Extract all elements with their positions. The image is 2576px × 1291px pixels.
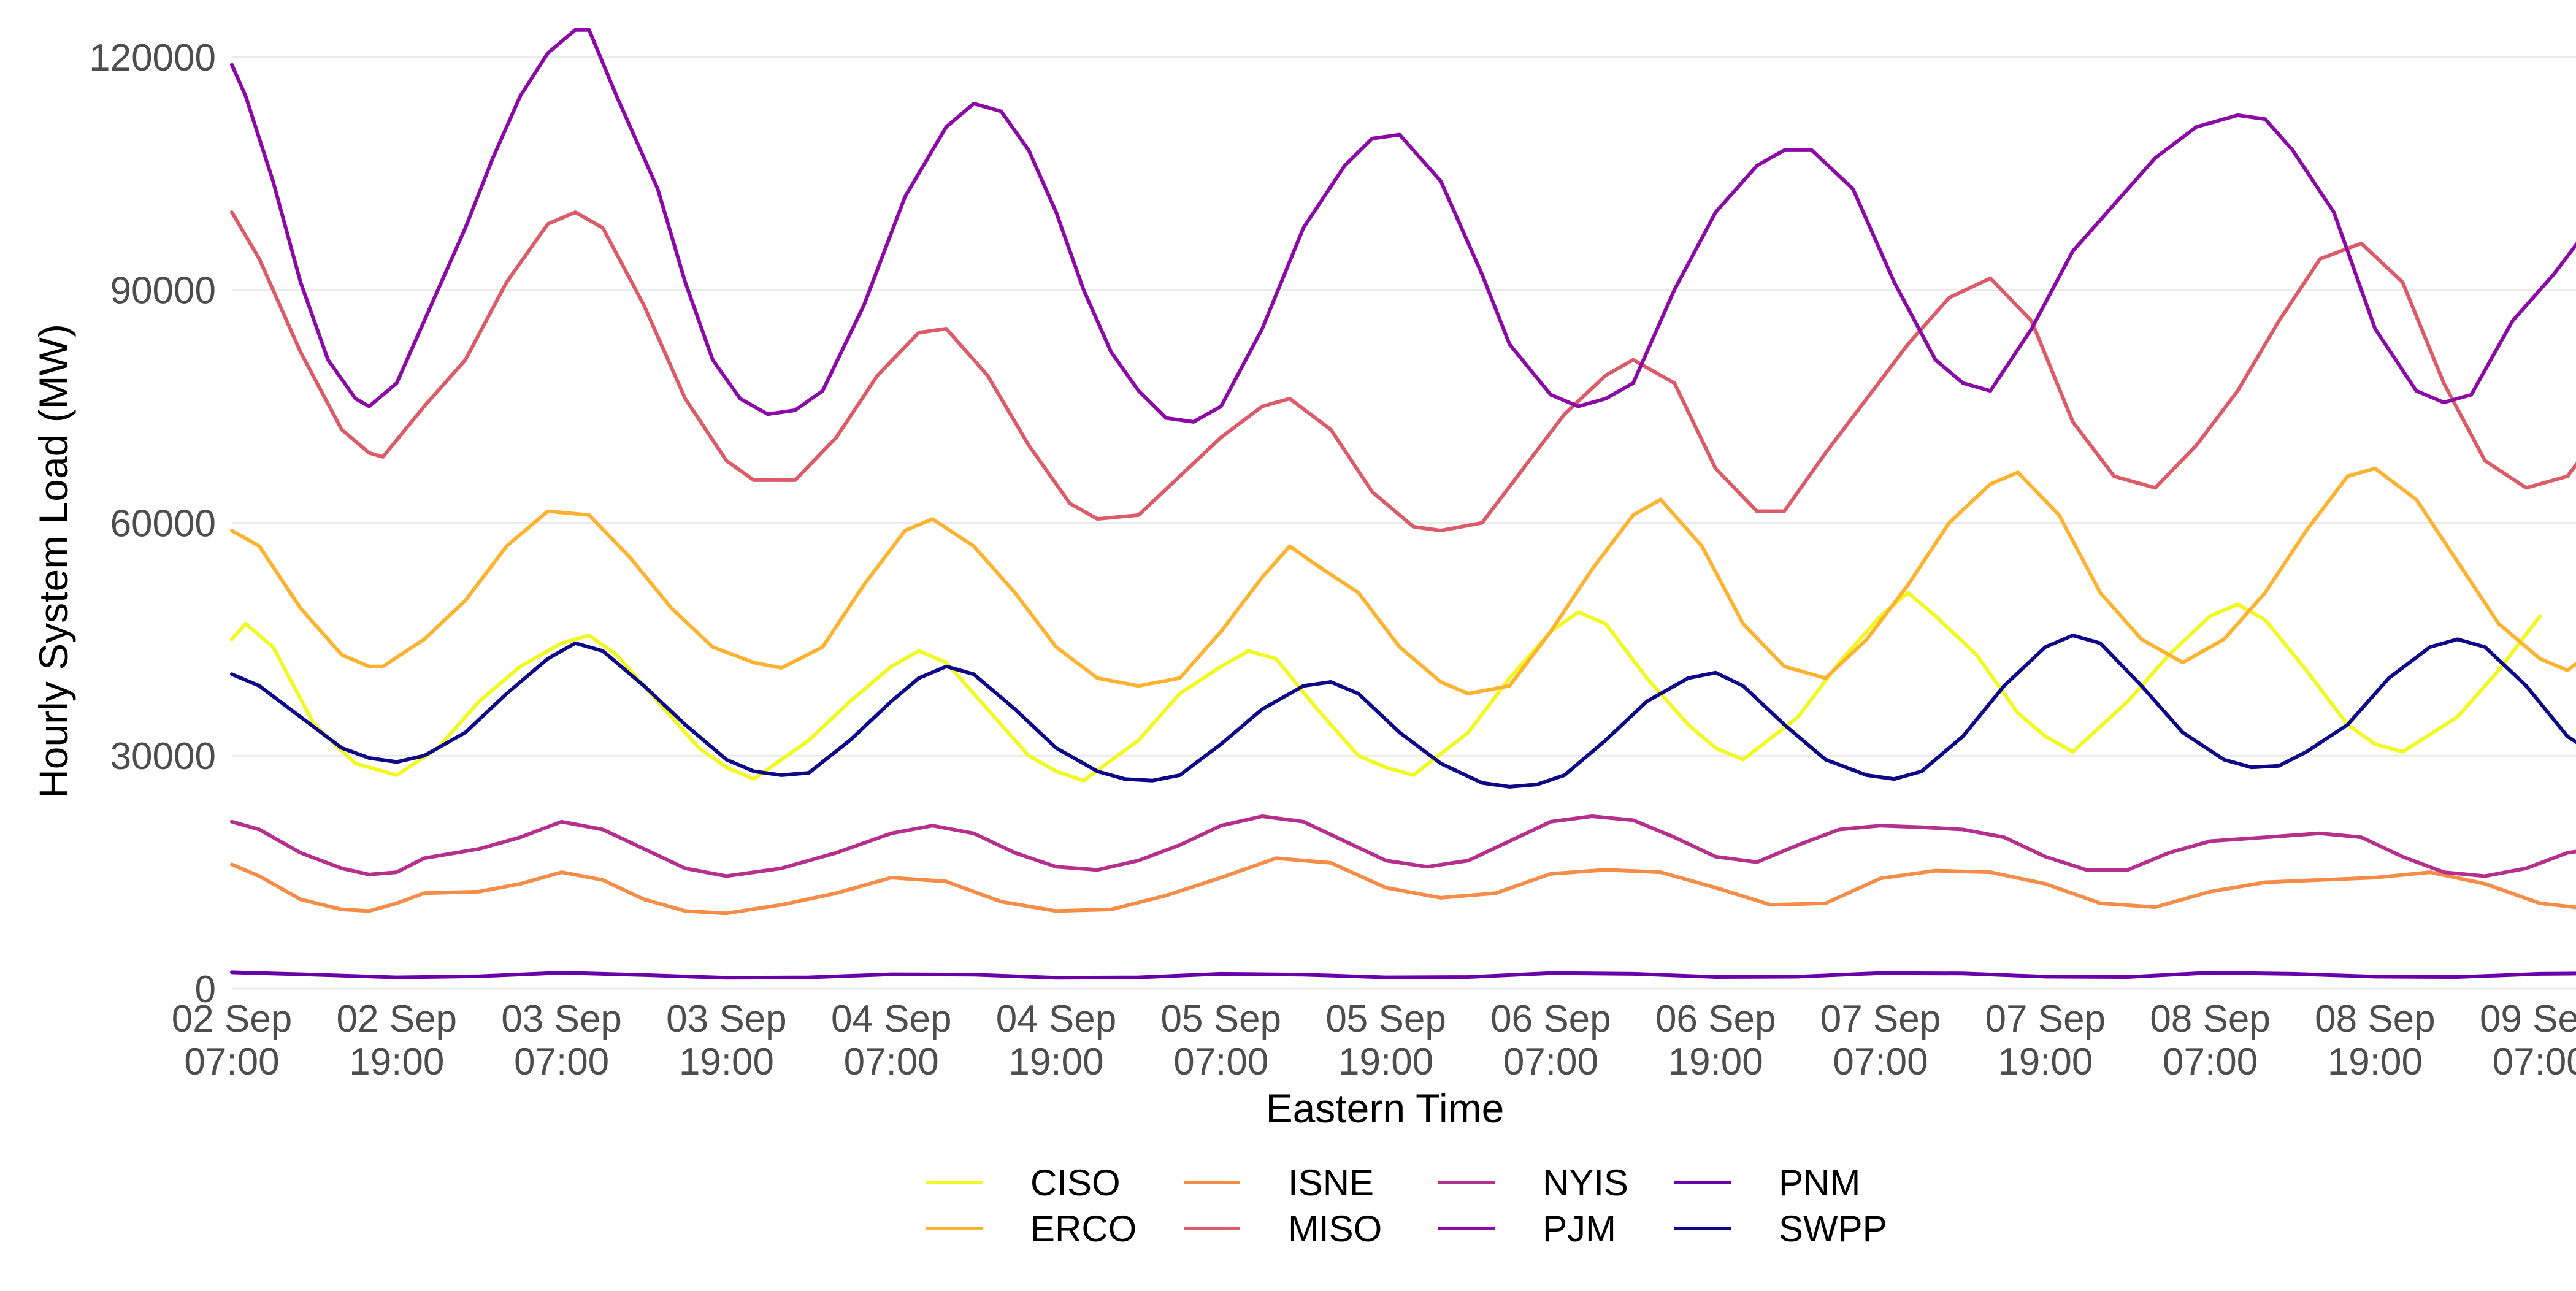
x-tick-time: 19:00 <box>2328 1041 2423 1083</box>
x-axis-title: Eastern Time <box>1266 1086 1505 1131</box>
x-tick-time: 19:00 <box>679 1041 774 1083</box>
legend-label: NYIS <box>1543 1162 1628 1203</box>
y-axis-title: Hourly System Load (MW) <box>31 324 76 799</box>
legend-label: PNM <box>1779 1162 1860 1203</box>
x-tick-date: 02 Sep <box>337 998 458 1040</box>
legend-label: ERCO <box>1030 1208 1137 1249</box>
x-tick-date: 05 Sep <box>1325 998 1446 1040</box>
legend-label: SWPP <box>1779 1208 1887 1249</box>
x-tick-time: 19:00 <box>1338 1041 1433 1083</box>
x-tick-time: 07:00 <box>2163 1041 2258 1083</box>
x-tick-date: 03 Sep <box>501 998 622 1040</box>
legend: CISO ERCO ISNE MISO NYIS PJM PNM SWPP <box>926 1162 1887 1249</box>
series-line-swpp <box>230 634 2576 789</box>
series-line-erco <box>230 466 2576 695</box>
x-tick-date: 04 Sep <box>996 998 1117 1040</box>
x-tick-date: 07 Sep <box>1820 998 1941 1040</box>
x-tick-date: 02 Sep <box>172 998 293 1040</box>
y-tick-label: 60000 <box>110 502 216 545</box>
series-lines <box>230 28 2576 980</box>
x-tick-date: 07 Sep <box>1985 998 2106 1040</box>
x-tick-date: 04 Sep <box>831 998 952 1040</box>
series-line-nyis <box>230 814 2576 878</box>
x-tick-date: 08 Sep <box>2150 998 2271 1040</box>
legend-item-swpp: SWPP <box>1674 1208 1887 1249</box>
legend-item-nyis: NYIS <box>1438 1162 1628 1203</box>
legend-label: MISO <box>1288 1208 1382 1249</box>
legend-label: PJM <box>1543 1208 1616 1249</box>
legend-item-pnm: PNM <box>1674 1162 1860 1203</box>
y-axis-ticks: 0 30000 60000 90000 120000 <box>89 37 216 1011</box>
x-tick-time: 07:00 <box>1173 1041 1268 1083</box>
series-line-isne <box>230 856 2576 916</box>
series-line-ciso <box>230 591 2542 783</box>
legend-label: CISO <box>1030 1162 1121 1203</box>
x-tick-time: 19:00 <box>349 1041 444 1083</box>
series-line-pjm <box>230 28 2576 424</box>
x-tick-date: 09 Sep <box>2480 998 2576 1040</box>
x-tick-date: 03 Sep <box>666 998 787 1040</box>
legend-item-pjm: PJM <box>1438 1208 1616 1249</box>
x-tick-time: 19:00 <box>1998 1041 2093 1083</box>
legend-item-isne: ISNE <box>1184 1162 1374 1203</box>
x-tick-date: 05 Sep <box>1161 998 1282 1040</box>
x-tick-time: 07:00 <box>514 1041 609 1083</box>
x-tick-time: 07:00 <box>2493 1041 2576 1083</box>
gridlines <box>232 56 2576 990</box>
x-tick-time: 19:00 <box>1668 1041 1763 1083</box>
legend-item-miso: MISO <box>1184 1208 1382 1249</box>
legend-label: ISNE <box>1288 1162 1374 1203</box>
x-tick-time: 07:00 <box>844 1041 939 1083</box>
legend-item-ciso: CISO <box>926 1162 1121 1203</box>
y-tick-label: 0 <box>195 968 216 1011</box>
x-tick-time: 19:00 <box>1008 1041 1103 1083</box>
y-tick-label: 30000 <box>110 735 216 778</box>
series-line-pnm <box>230 970 2576 980</box>
x-tick-time: 07:00 <box>184 1041 279 1083</box>
y-tick-label: 90000 <box>110 270 216 312</box>
x-tick-time: 07:00 <box>1503 1041 1598 1083</box>
x-tick-time: 07:00 <box>1833 1041 1928 1083</box>
x-tick-date: 08 Sep <box>2315 998 2436 1040</box>
legend-item-erco: ERCO <box>926 1208 1137 1249</box>
y-tick-label: 120000 <box>89 37 216 79</box>
x-tick-date: 06 Sep <box>1655 998 1776 1040</box>
x-tick-date: 06 Sep <box>1490 998 1611 1040</box>
series-line-miso <box>230 210 2576 533</box>
